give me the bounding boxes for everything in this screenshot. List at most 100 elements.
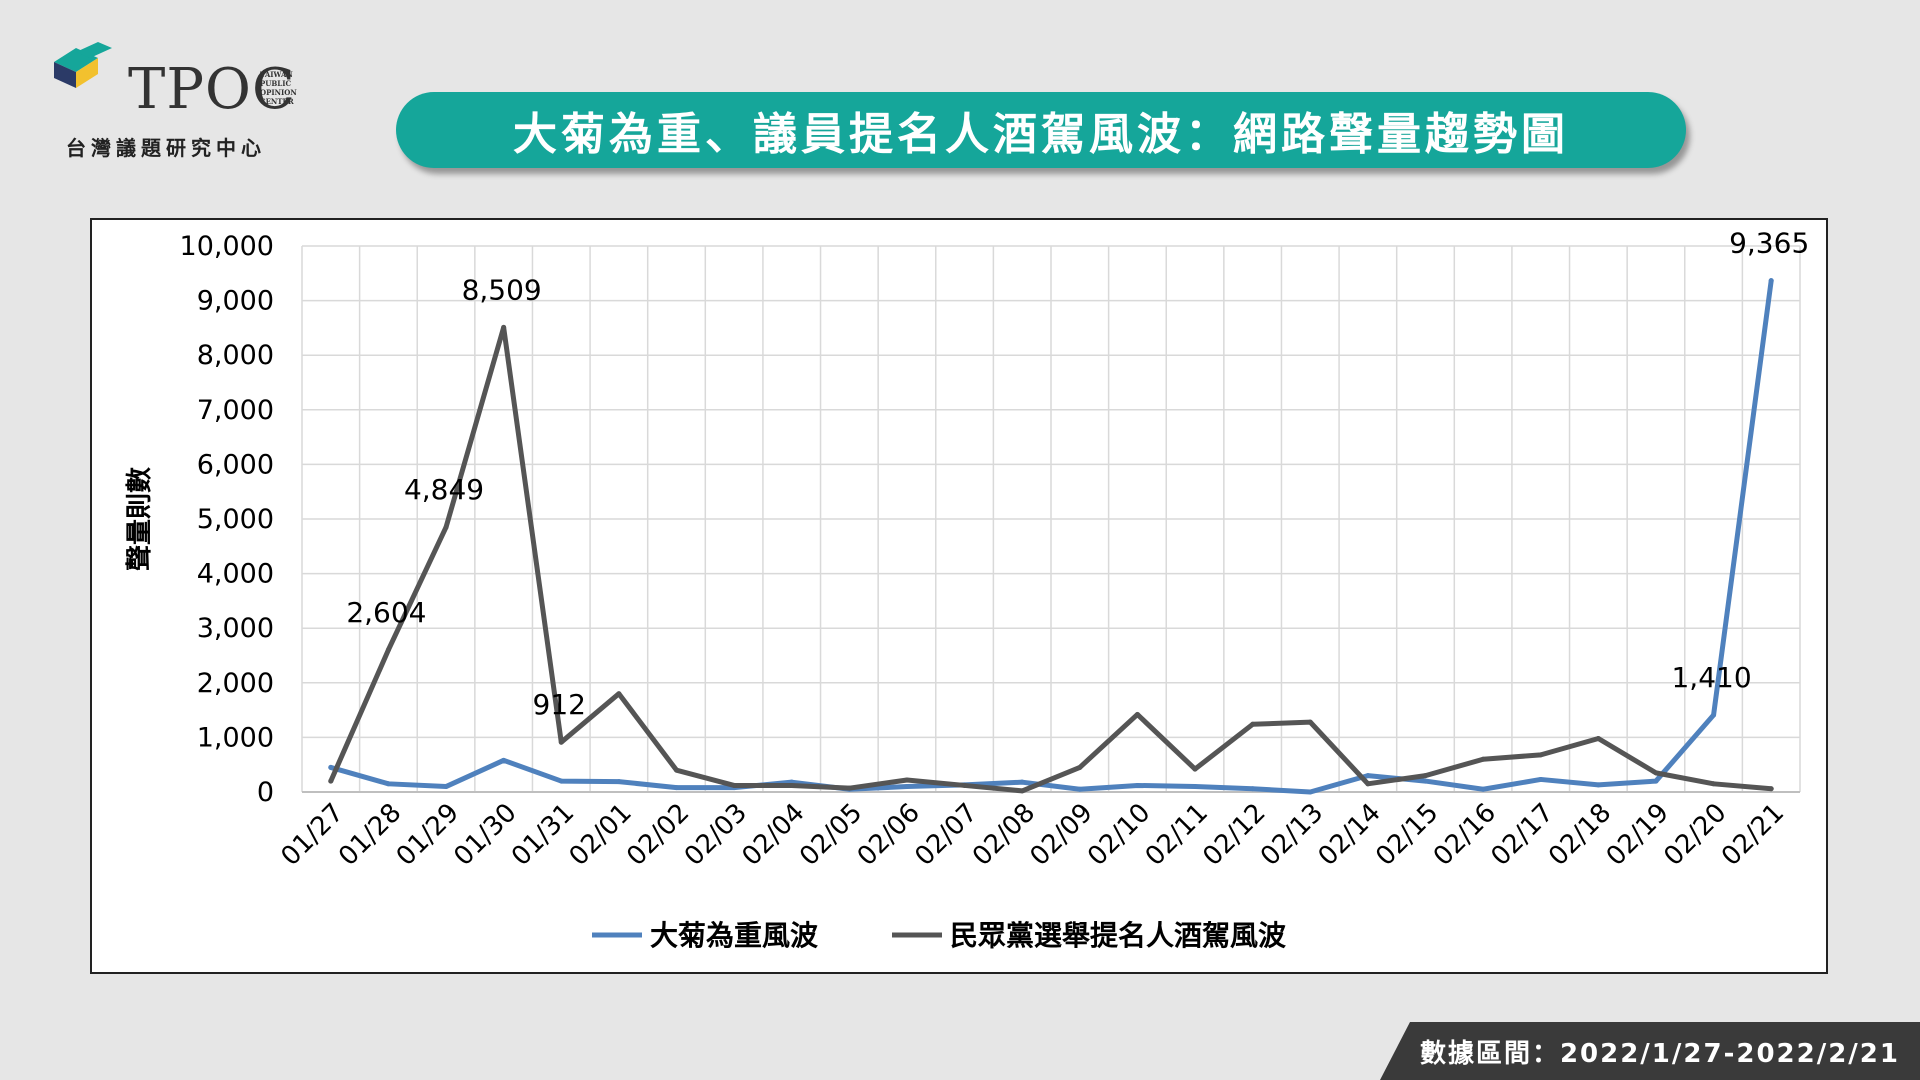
x-tick-label: 02/01: [564, 798, 638, 872]
data-label: 8,509: [462, 273, 542, 306]
data-point: [1365, 781, 1371, 787]
x-tick-label: 01/31: [506, 798, 580, 872]
y-tick-label: 6,000: [197, 449, 274, 480]
data-point: [558, 739, 564, 745]
y-tick-label: 2,000: [197, 668, 274, 699]
data-point: [1480, 786, 1486, 792]
data-point: [1711, 781, 1717, 787]
x-tick-label: 02/08: [967, 798, 1041, 872]
y-tick-label: 3,000: [197, 613, 274, 644]
data-point: [328, 764, 334, 770]
x-tick-label: 02/07: [909, 798, 983, 872]
data-label: 912: [533, 688, 586, 721]
data-point: [616, 691, 622, 697]
x-tick-label: 02/14: [1313, 798, 1387, 872]
data-point: [501, 324, 507, 330]
data-point: [904, 777, 910, 783]
logo-badge-line: TAIWAN: [260, 70, 293, 79]
data-point: [1365, 773, 1371, 779]
x-tick-label: 02/02: [621, 798, 695, 872]
logo-badge-line: CENTER: [260, 97, 294, 106]
title-banner: 大菊為重、議員提名人酒駕風波：網路聲量趨勢圖: [396, 92, 1686, 168]
x-tick-label: 02/15: [1370, 798, 1444, 872]
data-point: [1423, 778, 1428, 784]
x-tick-label: 02/04: [736, 798, 810, 872]
data-point: [1077, 764, 1083, 770]
data-point: [731, 782, 737, 788]
data-point: [674, 767, 679, 773]
data-point: [1653, 770, 1659, 776]
series-line-0: [328, 278, 1774, 795]
data-point: [1192, 784, 1198, 790]
y-tick-label: 10,000: [180, 231, 274, 262]
x-tick-label: 02/10: [1082, 798, 1156, 872]
data-point: [1077, 786, 1083, 792]
data-label: 4,849: [404, 473, 484, 506]
data-point: [385, 781, 391, 787]
data-point: [1134, 711, 1140, 717]
x-tick-label: 02/12: [1197, 798, 1271, 872]
x-tick-label: 02/19: [1601, 798, 1675, 872]
y-tick-label: 0: [257, 777, 274, 808]
data-point: [1653, 778, 1659, 784]
data-point: [846, 785, 852, 791]
x-tick-label: 02/20: [1658, 798, 1732, 872]
chart-frame: 0 1,000 2,000 3,000 4,000 5,000 6,000 7,000 8,00…: [90, 218, 1828, 974]
series-line-1: [328, 324, 1774, 794]
data-point: [558, 778, 564, 784]
data-point: [1019, 788, 1025, 794]
y-axis-label: 聲量則數: [125, 467, 155, 571]
y-tick-label: 5,000: [197, 504, 274, 535]
x-tick-label: 02/06: [852, 798, 926, 872]
data-point: [1134, 782, 1140, 788]
data-point: [328, 778, 334, 784]
x-tick-label: 01/29: [391, 798, 465, 872]
data-point: [674, 785, 679, 791]
data-point: [1768, 278, 1774, 284]
x-tick-label: 02/18: [1543, 798, 1617, 872]
y-tick-label: 7,000: [197, 395, 274, 426]
data-point: [1019, 779, 1025, 785]
logo-mark-icon: [54, 42, 112, 88]
legend-label: 民眾黨選舉提名人酒駕風波: [950, 919, 1287, 952]
x-tick-label: 01/27: [276, 798, 350, 872]
legend-label: 大菊為重風波: [650, 919, 819, 952]
x-tick-label: 02/09: [1025, 798, 1099, 872]
data-point: [1480, 756, 1486, 762]
x-tick-label: 02/05: [794, 798, 868, 872]
data-point: [1768, 786, 1774, 792]
logo-badge-line: PUBLIC: [260, 79, 292, 88]
data-point: [904, 784, 910, 790]
data-point: [1192, 766, 1198, 772]
footer-bar: 數據區間：2022/1/27-2022/2/21: [1380, 1022, 1920, 1080]
data-point: [1595, 735, 1601, 741]
data-label: 9,365: [1729, 227, 1809, 260]
data-point: [1250, 721, 1256, 727]
logo-subtitle: 台灣議題研究中心: [66, 136, 266, 160]
page-title: 大菊為重、議員提名人酒駕風波：網路聲量趨勢圖: [513, 109, 1569, 160]
y-tick-label: 9,000: [197, 286, 274, 317]
date-range: 數據區間：2022/1/27-2022/2/21: [1419, 1038, 1900, 1069]
x-tick-label: 02/17: [1485, 798, 1559, 872]
logo: TPOC TAIWAN PUBLIC OPINION CENTER 台灣議題研究…: [52, 40, 312, 160]
data-point: [443, 784, 449, 790]
logo-name: TPOC: [128, 57, 296, 122]
data-point: [1538, 752, 1544, 758]
data-point: [385, 647, 391, 653]
y-tick-label: 4,000: [197, 559, 274, 590]
x-tick-label: 01/30: [448, 798, 522, 872]
logo-badge-line: OPINION: [260, 88, 297, 97]
x-tick-label: 02/13: [1255, 798, 1329, 872]
data-point: [1711, 712, 1717, 718]
y-tick-label: 8,000: [197, 340, 274, 371]
data-point: [1423, 773, 1428, 779]
data-point: [789, 782, 795, 788]
data-point: [1538, 776, 1544, 782]
data-point: [1307, 789, 1313, 795]
data-point: [962, 782, 968, 788]
logo-badge: TAIWAN PUBLIC OPINION CENTER: [260, 70, 302, 122]
data-label: 1,410: [1671, 661, 1751, 694]
data-label: 2,604: [346, 596, 426, 629]
data-point: [616, 779, 622, 785]
data-point: [1307, 719, 1313, 725]
